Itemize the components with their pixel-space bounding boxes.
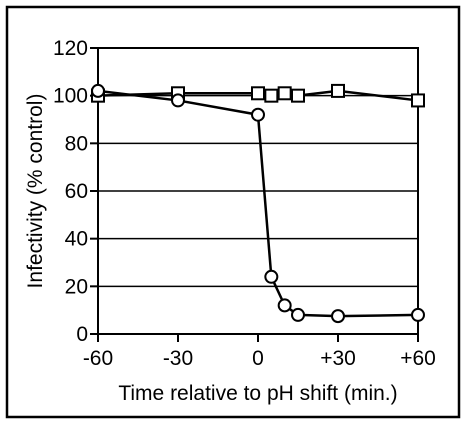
circle-marker bbox=[291, 307, 305, 322]
y-tick-label: 60 bbox=[65, 180, 88, 203]
x-tick-label: 0 bbox=[252, 347, 264, 370]
y-tick-label: 20 bbox=[65, 275, 88, 298]
x-tick-label: +60 bbox=[400, 347, 436, 370]
square-marker bbox=[251, 86, 265, 101]
circle-marker bbox=[264, 269, 279, 284]
outer-frame bbox=[5, 5, 461, 419]
y-axis-title: Infectivity (% control) bbox=[24, 94, 47, 289]
square-marker bbox=[277, 86, 292, 101]
circle-marker bbox=[411, 307, 425, 322]
y-tick-label: 80 bbox=[65, 132, 88, 155]
y-tick-label: 120 bbox=[53, 37, 88, 60]
square-marker bbox=[411, 93, 425, 108]
x-tick-label: -30 bbox=[163, 347, 193, 370]
circle-marker bbox=[331, 309, 345, 324]
x-tick-label: -60 bbox=[83, 347, 113, 370]
square-marker bbox=[291, 88, 305, 103]
axis-ticks: 0 20 40 60 80 100 120 -60 -30 0 +30 +60 bbox=[53, 37, 436, 370]
x-axis-title: Time relative to pH shift (min.) bbox=[118, 382, 397, 405]
circle-marker bbox=[277, 298, 292, 313]
circle-marker bbox=[171, 93, 185, 108]
series-group bbox=[91, 83, 425, 324]
y-tick-label: 100 bbox=[53, 85, 88, 108]
square-marker bbox=[331, 83, 345, 98]
square-marker bbox=[264, 88, 279, 103]
y-tick-label: 0 bbox=[76, 323, 88, 346]
circle-marker bbox=[251, 107, 265, 122]
x-tick-label: +30 bbox=[320, 347, 356, 370]
y-tick-label: 40 bbox=[65, 228, 88, 251]
circle-marker bbox=[91, 83, 105, 98]
